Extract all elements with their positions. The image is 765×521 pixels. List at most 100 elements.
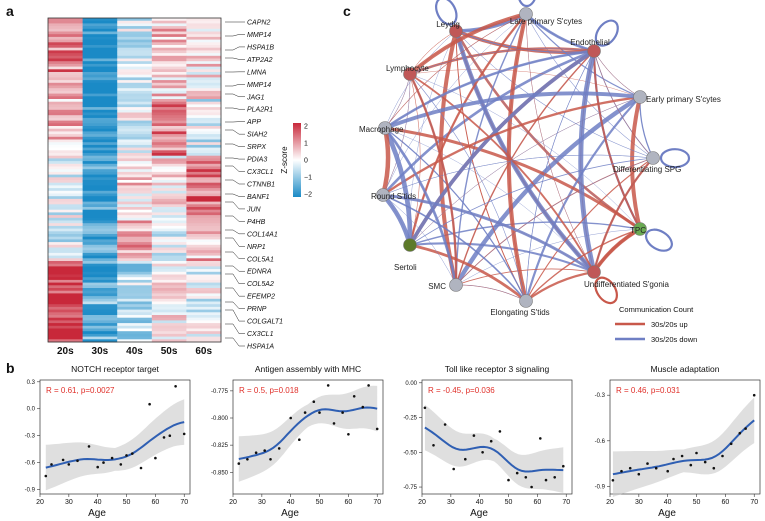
heatmap-cell [186,274,222,278]
y-tick-label: -0.9 [25,488,36,494]
heatmap-cell [117,263,153,267]
heatmap-cell [186,320,222,324]
cell-type-label: Differentiating SPG [613,165,681,174]
heatmap-cell [186,201,222,205]
heatmap-cell [117,215,153,219]
heatmap-cell [151,115,187,119]
heatmap-cell [186,309,222,313]
heatmap-cell [117,153,153,157]
heatmap-cell [82,274,118,278]
cell-type-node [633,90,647,104]
heatmap-cell [82,63,118,67]
heatmap-cell [117,28,153,32]
heatmap-cell [117,180,153,184]
heatmap-cell [151,117,187,121]
heatmap-cell [117,109,153,113]
heatmap-cell [117,18,153,22]
confidence-band [238,385,378,482]
heatmap-cell [117,239,153,243]
heatmap-cell [186,198,222,202]
correlation-stat: R = -0.45, p=0.036 [428,386,495,395]
network-nodes [376,7,660,308]
data-point [277,447,281,450]
heatmap-cell [186,85,222,89]
heatmap-cell [48,69,83,73]
communication-edge [382,154,654,196]
heatmap-cell [186,325,222,329]
heatmap-cell [82,182,118,186]
heatmap-cell [186,112,222,116]
gene-leader-line [225,337,245,347]
y-tick-label: 0.3 [27,380,36,386]
heatmap-cell [186,333,222,337]
heatmap-cell [82,23,118,27]
heatmap-cell [186,279,222,283]
heatmap-cell [117,90,153,94]
heatmap-cell [48,96,83,100]
heatmap-cell [117,258,153,262]
heatmap-cell [48,306,83,310]
communication-edge [382,126,413,246]
heatmap-cell [117,163,153,167]
heatmap-cell [186,207,222,211]
heatmap-cell [82,31,118,35]
heatmap-cell [186,42,222,46]
heatmap-cell [151,244,187,248]
data-point [131,452,134,455]
heatmap-cell [82,53,118,57]
heatmap-cell [82,231,118,235]
cell-type-node [519,294,533,308]
heatmap-cell [48,104,83,108]
communication-edge [382,193,595,274]
scatter-plot-4: Muscle adaptation R = 0.46, p=0.031 20 30 40… [595,364,761,519]
heatmap-cell [82,255,118,259]
data-point [96,465,99,469]
gene-leader-line [225,265,245,272]
heatmap-cell [48,82,83,86]
heatmap-cell [117,290,153,294]
heatmap-cell [151,144,187,148]
x-tick-label: 40 [476,499,484,506]
heatmap-cell [82,271,118,275]
heatmap-cell [117,285,153,289]
heatmap-cell [186,66,222,70]
heatmap-cell [48,158,83,162]
x-axis-label: Age [470,508,488,519]
heatmap-cell [186,69,222,73]
heatmap-cell [151,147,187,151]
heatmap-cell [186,18,222,22]
heatmap-cell [186,282,222,286]
heatmap-cell [186,255,222,259]
heatmap-cell [151,285,187,289]
heatmap-cell [117,320,153,324]
heatmap-cell [186,269,222,273]
heatmap-cell [117,66,153,70]
communication-edge [525,157,654,302]
heatmap-cell [48,247,83,251]
heatmap-cell [151,198,187,202]
data-point [695,451,698,455]
network-figure: Leydig Late primary S'cytes Endothelial Ear… [359,0,721,344]
heatmap-cell [82,263,118,267]
gene-leader-line [225,165,245,172]
communication-edge [455,30,527,302]
cell-type-label: Leydig [436,20,460,29]
correlation-stat: R = 0.46, p=0.031 [616,386,681,395]
heatmap-cell [117,252,153,256]
heatmap-cell [186,301,222,305]
heatmap-cell [186,90,222,94]
data-point [752,393,756,397]
heatmap-cell [82,339,118,343]
panel-a-label: a [6,3,14,19]
communication-edge [382,194,457,286]
heatmap-cell [82,80,118,84]
heatmap-cell [48,317,83,321]
cell-type-node [633,222,647,236]
gene-label: MMP14 [247,32,271,39]
heatmap-cell [82,66,118,70]
heatmap-cell [82,269,118,273]
legend-up-label: 30s/20s up [651,320,688,329]
confidence-band [45,399,185,491]
heatmap-cell [48,279,83,283]
data-point [254,451,258,454]
